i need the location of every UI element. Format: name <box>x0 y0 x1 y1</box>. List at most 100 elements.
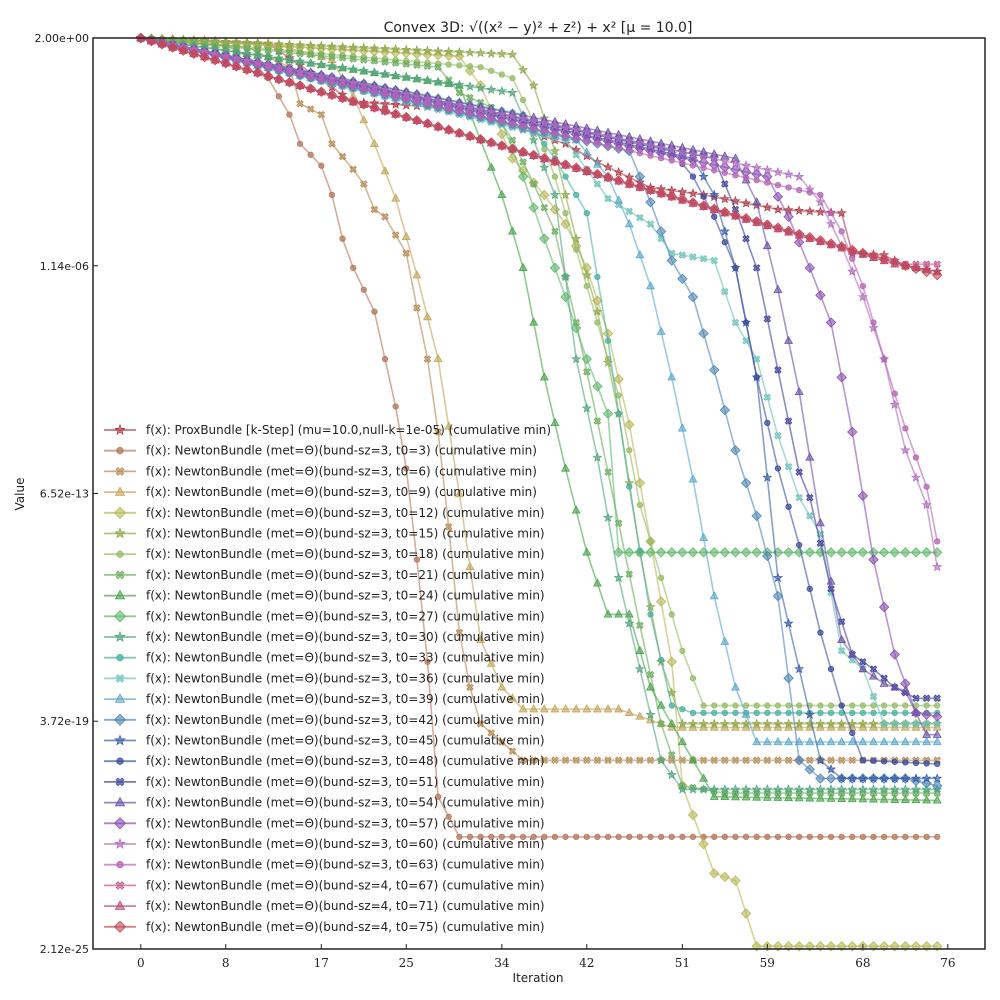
data-point <box>687 547 699 558</box>
data-point <box>358 65 369 76</box>
data-point <box>805 793 815 802</box>
data-point <box>794 205 805 216</box>
data-point <box>891 833 898 841</box>
data-point <box>602 171 614 183</box>
data-point <box>592 578 602 587</box>
data-point <box>679 833 686 841</box>
y-tick-label: 6.52e-13 <box>40 487 89 500</box>
data-point <box>783 169 794 179</box>
data-point <box>636 833 644 841</box>
series-line <box>140 37 938 762</box>
data-point <box>294 39 306 50</box>
data-point <box>624 419 635 430</box>
data-point <box>827 665 835 673</box>
data-point <box>878 254 890 265</box>
data-point <box>732 172 739 179</box>
y-tick-label: 2.12e-25 <box>40 943 89 956</box>
legend-item: f(x): NewtonBundle (met=Θ)(bund-sz=3, t0… <box>104 568 545 582</box>
data-point <box>827 702 835 709</box>
data-point <box>424 101 431 108</box>
x-tick-label: 42 <box>579 956 594 970</box>
data-point <box>434 103 442 110</box>
data-point <box>815 773 826 784</box>
data-point <box>878 601 890 613</box>
data-point <box>402 60 410 68</box>
data-point <box>902 702 909 709</box>
data-point <box>784 756 793 764</box>
data-point <box>241 64 253 75</box>
data-point <box>273 38 284 49</box>
data-point <box>794 718 805 729</box>
data-point <box>443 46 454 56</box>
data-point <box>825 764 837 774</box>
data-point <box>804 709 815 719</box>
data-point <box>730 157 741 168</box>
data-point <box>677 146 688 157</box>
data-point <box>710 256 718 265</box>
data-point <box>656 326 666 335</box>
data-point <box>817 629 824 636</box>
data-point <box>793 755 805 766</box>
data-point <box>645 547 656 558</box>
data-point <box>454 127 465 139</box>
data-point <box>932 736 942 746</box>
data-point <box>562 833 569 841</box>
legend-item: f(x): NewtonBundle (met=Θ)(bund-sz=3, t0… <box>104 734 545 748</box>
data-point <box>275 66 282 74</box>
data-point <box>328 79 336 86</box>
data-point <box>741 792 751 801</box>
series-line <box>140 37 938 718</box>
legend-marker <box>116 861 124 869</box>
data-point <box>486 137 497 148</box>
data-point <box>666 190 677 202</box>
data-point <box>785 184 792 191</box>
data-point <box>783 618 794 628</box>
legend-label: f(x): NewtonBundle (met=Θ)(bund-sz=3, t0… <box>146 568 545 582</box>
data-point <box>774 366 782 374</box>
data-point <box>870 319 877 326</box>
data-point <box>571 353 582 364</box>
data-point <box>636 621 644 630</box>
data-point <box>647 611 654 618</box>
data-point <box>360 56 368 64</box>
data-point <box>700 193 707 200</box>
data-point <box>541 833 548 841</box>
data-point <box>348 42 359 52</box>
data-point <box>443 124 454 135</box>
data-point <box>454 79 465 90</box>
data-point <box>464 130 476 142</box>
data-point <box>560 271 571 282</box>
data-point <box>401 111 412 123</box>
data-point <box>530 125 537 132</box>
data-point <box>870 702 877 709</box>
data-point <box>646 220 655 228</box>
data-point <box>730 195 741 206</box>
legend-label: f(x): NewtonBundle (met=Θ)(bund-sz=3, t0… <box>146 754 545 768</box>
data-point <box>825 238 837 249</box>
data-point <box>774 181 782 189</box>
data-point <box>730 445 741 456</box>
data-point <box>668 702 675 709</box>
data-point <box>434 428 442 436</box>
legend-item: f(x): NewtonBundle (met=Θ)(bund-sz=3, t0… <box>104 464 537 478</box>
data-point <box>475 47 486 58</box>
data-point <box>573 833 580 841</box>
data-point <box>731 756 740 764</box>
data-point <box>859 757 867 764</box>
data-point <box>285 48 294 57</box>
data-point <box>826 576 836 585</box>
data-point <box>561 463 571 472</box>
data-point <box>774 702 782 709</box>
data-point <box>570 162 582 173</box>
data-point <box>772 572 784 583</box>
data-point <box>634 137 645 148</box>
data-point <box>719 547 731 558</box>
data-point <box>932 561 943 572</box>
data-point <box>476 634 486 644</box>
data-point <box>422 93 433 103</box>
data-point <box>891 702 898 709</box>
data-point <box>475 82 486 93</box>
data-point <box>519 756 527 764</box>
data-point <box>528 115 539 126</box>
